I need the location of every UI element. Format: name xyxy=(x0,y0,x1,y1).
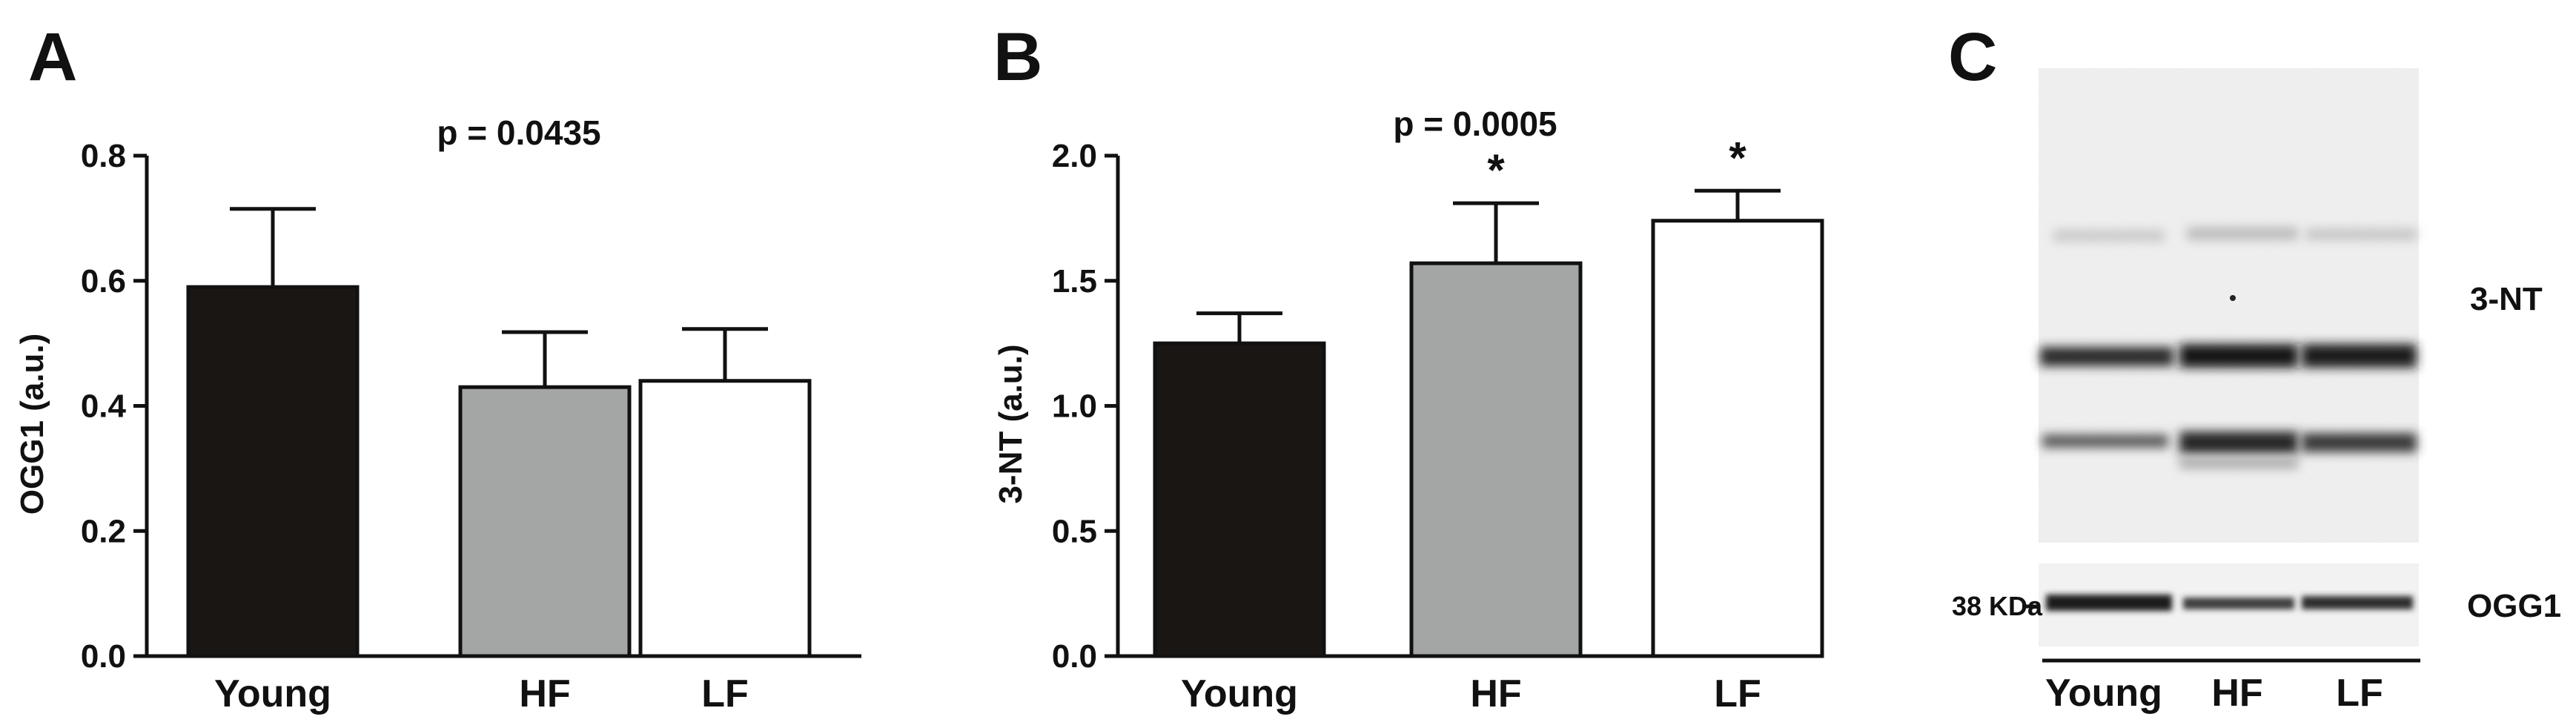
panel-b-category-label-young: Young xyxy=(1181,672,1298,715)
panel-b-category-label-hf: HF xyxy=(1470,672,1521,715)
panel-b-significance-lf: * xyxy=(1729,133,1746,182)
panel-b-plot: 0.0 0.5 1.0 1.5 2.0 Young HF * LF * xyxy=(1052,133,1824,715)
panel-b-p-value: p = 0.0005 xyxy=(1393,105,1557,143)
panel-b-y-axis-title: 3-NT (a.u.) xyxy=(993,344,1029,503)
panel-a-plot: 0.0 0.2 0.4 0.6 0.8 Young HF LF xyxy=(81,138,861,715)
panel-a-category-label-hf: HF xyxy=(519,672,570,715)
blot-3nt-label: 3-NT xyxy=(2470,281,2543,317)
panel-c-letter: C xyxy=(1948,19,1997,95)
panel-a-bar-hf xyxy=(458,385,632,658)
panel-a: A OGG1 (a.u.) p = 0.0435 0.0 0.2 0.4 0.6 0.8… xyxy=(14,19,861,715)
panel-a-category-label-lf: LF xyxy=(701,672,749,715)
panel-a-bar-young xyxy=(186,285,360,658)
panel-b-bar-lf xyxy=(1651,219,1824,658)
panel-a-y-tick-label: 0.2 xyxy=(81,513,126,549)
panel-a-y-tick-label: 0.8 xyxy=(81,138,126,174)
panel-a-y-tick-label: 0.6 xyxy=(81,263,126,300)
blot-ogg1-image xyxy=(2039,563,2419,646)
panel-b-y-tick-label: 1.5 xyxy=(1052,263,1097,300)
panel-b-y-tick-label: 0.5 xyxy=(1052,513,1097,549)
blot-lane-label-hf: HF xyxy=(2211,672,2262,715)
panel-b-significance-hf: * xyxy=(1487,145,1505,195)
blot-lane-label-young: Young xyxy=(2045,672,2162,715)
panel-c: C 3-NT OGG1 38 KDa xyxy=(1948,19,2561,715)
panel-b-bar-young xyxy=(1153,341,1326,658)
panel-a-y-tick-label: 0.0 xyxy=(81,638,126,675)
panel-b-letter: B xyxy=(993,19,1042,95)
panel-b: B 3-NT (a.u.) p = 0.0005 0.0 0.5 1.0 1.5 2.0… xyxy=(993,19,1824,715)
blot-ogg1-label: OGG1 xyxy=(2467,588,2561,624)
panel-b-y-tick-label: 1.0 xyxy=(1052,388,1097,425)
panel-b-bar-hf xyxy=(1409,261,1583,658)
panel-a-category-label-young: Young xyxy=(214,672,331,715)
panel-a-letter: A xyxy=(28,19,77,95)
blot-3nt-image xyxy=(2039,68,2419,543)
panel-b-y-tick-label: 0.0 xyxy=(1052,638,1097,675)
panel-a-bar-lf xyxy=(638,379,812,658)
panel-b-y-tick-label: 2.0 xyxy=(1052,138,1097,174)
panel-a-y-tick-label: 0.4 xyxy=(81,388,127,425)
panel-a-p-value: p = 0.0435 xyxy=(437,113,600,152)
panel-a-y-axis-title: OGG1 (a.u.) xyxy=(14,334,50,514)
blot-lane-label-lf: LF xyxy=(2336,672,2383,715)
panel-b-category-label-lf: LF xyxy=(1714,672,1761,715)
